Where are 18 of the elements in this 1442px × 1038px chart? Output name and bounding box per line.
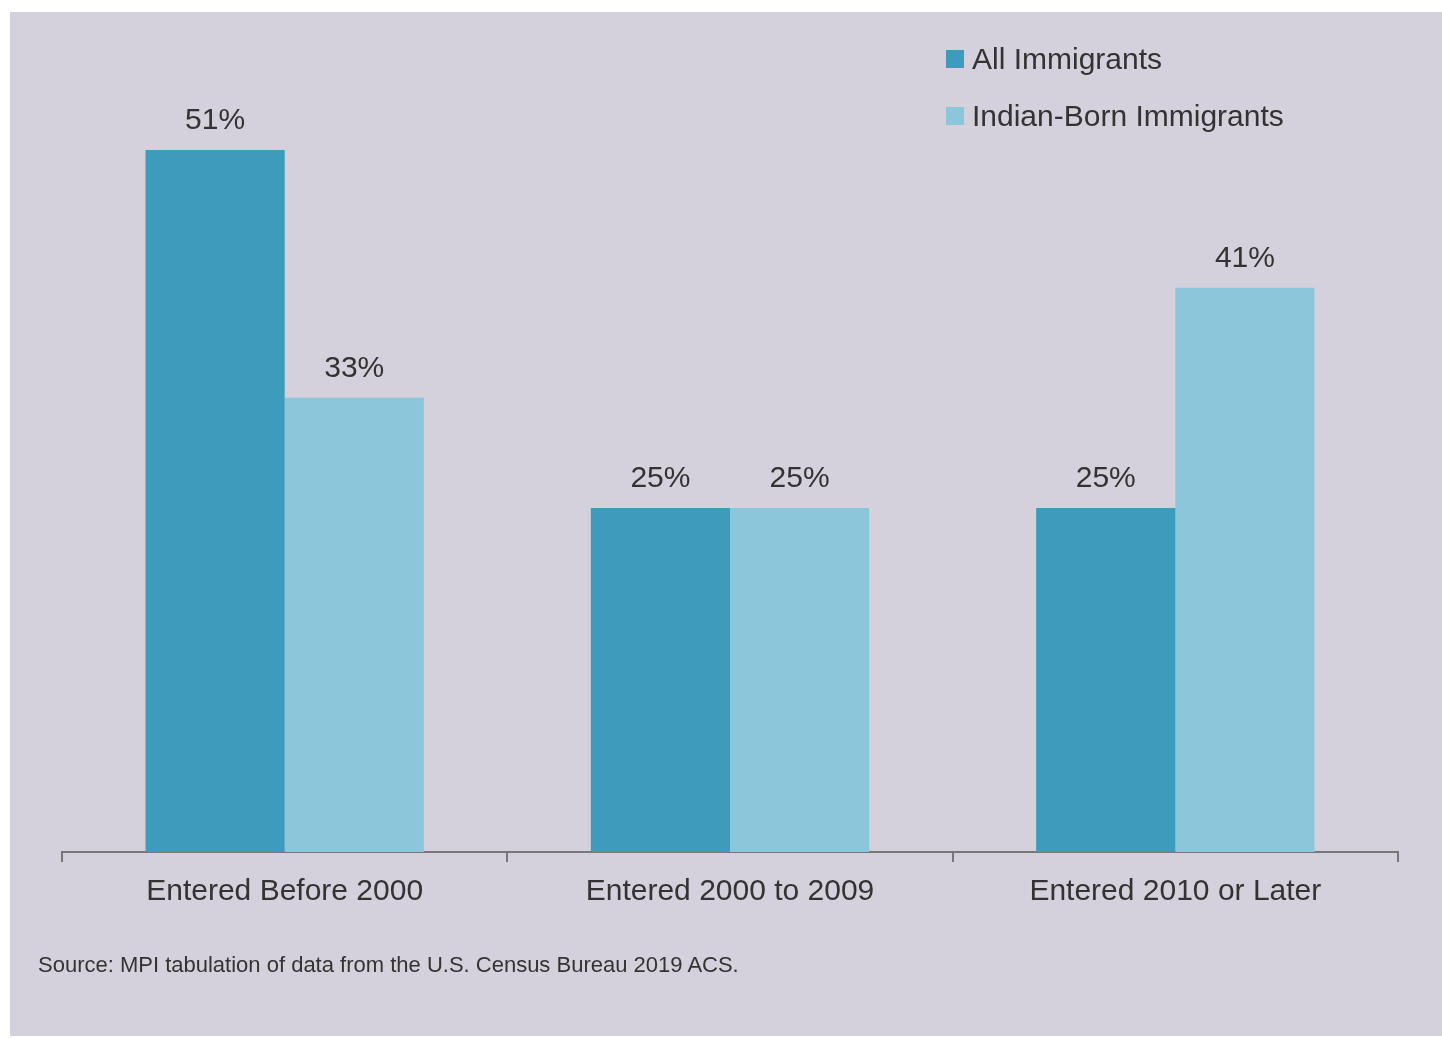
data-label: 51% [185,102,246,136]
bar [284,397,424,852]
x-tick-label: Entered 2010 or Later [1029,873,1322,907]
data-label: 25% [1075,460,1136,494]
bar [730,507,870,852]
data-label: 33% [324,350,385,384]
bar [145,150,285,852]
legend-label: Indian-Born Immigrants [972,98,1284,133]
bar [1175,287,1315,852]
data-label: 25% [630,460,691,494]
data-label: 25% [769,460,830,494]
data-label: 41% [1214,239,1275,273]
source-note: Source: MPI tabulation of data from the U.S. Census Bureau 2019 ACS. [38,952,739,978]
x-tick-label: Entered 2000 to 2009 [585,873,875,907]
bar [590,507,730,852]
legend-label: All Immigrants [972,41,1163,76]
x-tick-label: Entered Before 2000 [146,873,424,907]
bar [1036,507,1176,852]
